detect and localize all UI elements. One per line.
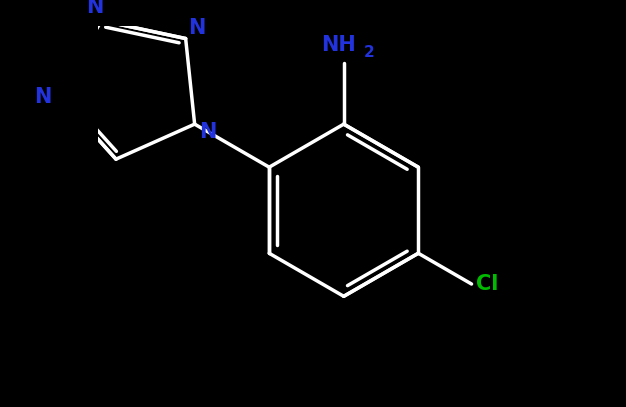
Text: Cl: Cl [476,274,499,294]
Text: N: N [188,18,206,38]
Text: N: N [34,87,52,107]
Text: NH: NH [321,35,356,55]
Text: 2: 2 [364,45,374,60]
Text: N: N [86,0,104,17]
Text: N: N [199,122,217,142]
